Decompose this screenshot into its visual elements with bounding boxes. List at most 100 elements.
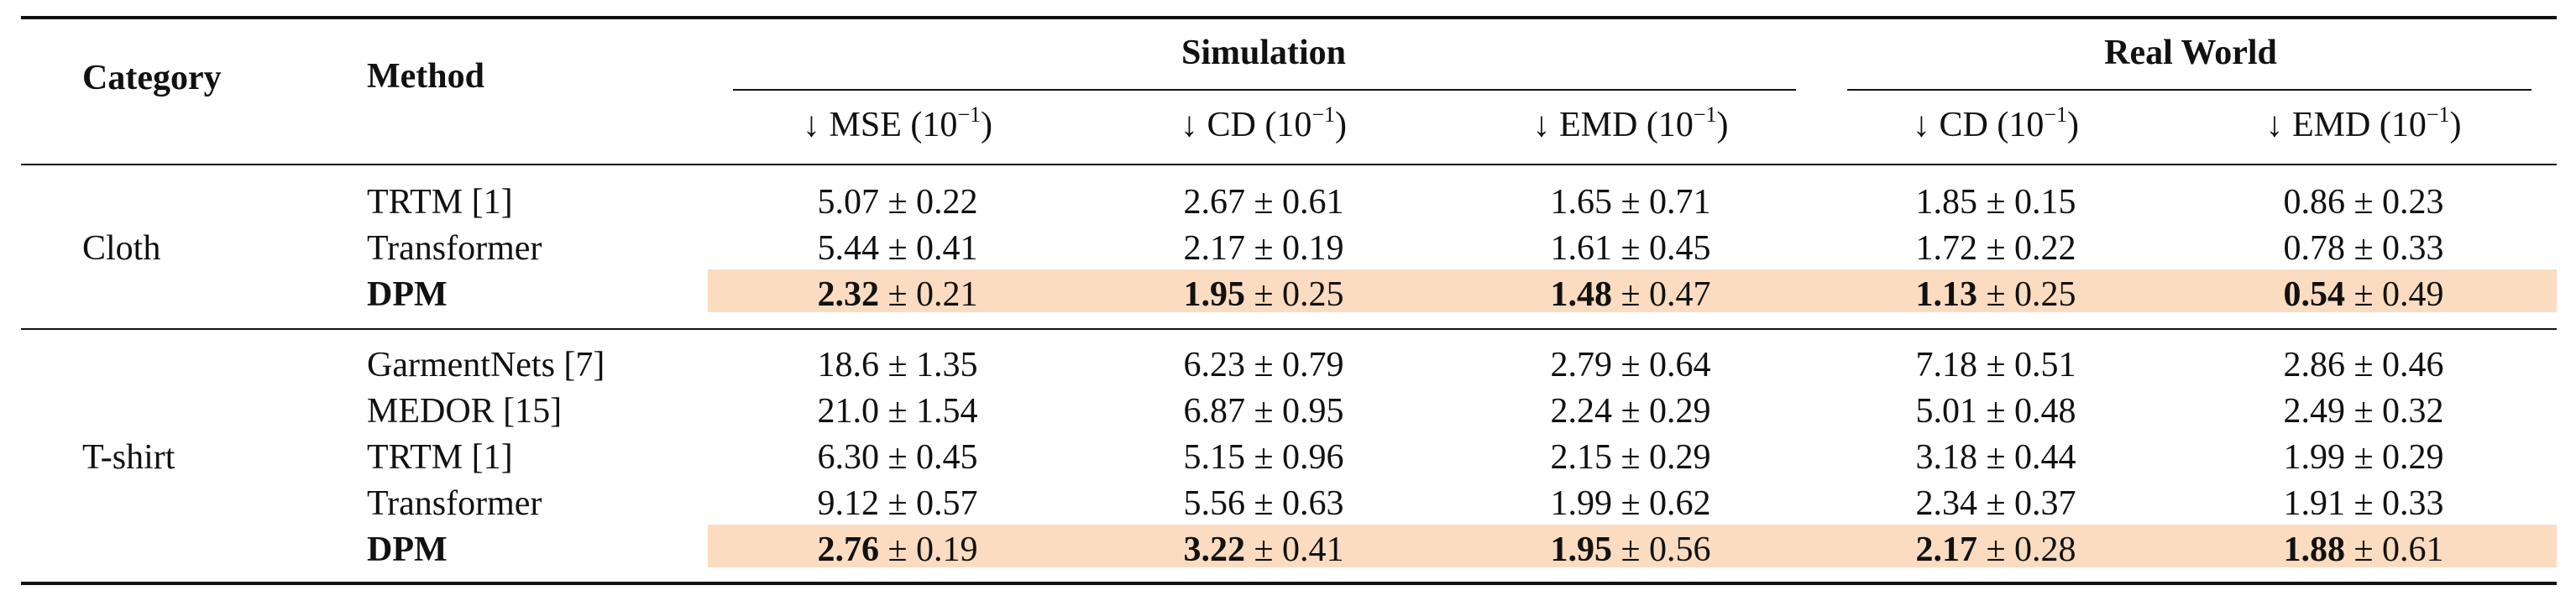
- metric-mean: 1.91: [2283, 484, 2345, 523]
- metric-std: ± 0.56: [1611, 530, 1711, 569]
- metric-value: 5.44 ± 0.41: [817, 231, 977, 266]
- metric-value: 3.22 ± 0.41: [1183, 532, 1343, 567]
- metric-value: 2.17 ± 0.28: [1915, 532, 2076, 567]
- metric-value: 1.99 ± 0.62: [1550, 486, 1710, 521]
- metric-unit: (10: [1646, 106, 1694, 144]
- metric-std: ± 0.37: [1977, 484, 2076, 523]
- metric-std: ± 0.29: [2344, 438, 2444, 477]
- metric-value: 1.72 ± 0.22: [1915, 231, 2076, 266]
- metric-std: ± 0.96: [1244, 438, 1344, 477]
- metric-exponent: −1: [1312, 102, 1336, 127]
- metric-std: ± 0.95: [1244, 392, 1344, 431]
- metric-value: 1.61 ± 0.45: [1550, 231, 1710, 266]
- down-arrow-icon: ↓: [2265, 106, 2284, 144]
- metric-mean: 1.99: [1550, 484, 1612, 523]
- metric-mean: 1.85: [1915, 183, 1977, 222]
- metric-value: 9.12 ± 0.57: [817, 486, 977, 521]
- metric-value: 1.95 ± 0.56: [1550, 532, 1710, 567]
- best-row-highlight: [708, 269, 2557, 312]
- metric-mean: 2.79: [1550, 346, 1612, 384]
- metric-mean: 1.48: [1550, 275, 1612, 314]
- metric-std: ± 0.41: [1244, 530, 1344, 569]
- metric-header: ↓ EMD (10−1): [2265, 104, 2461, 144]
- metric-std: ± 0.61: [1244, 183, 1344, 222]
- down-arrow-icon: ↓: [1180, 106, 1198, 144]
- metric-std: ± 1.35: [878, 346, 978, 384]
- metric-header: ↓ CD (10−1): [1912, 104, 2080, 144]
- metric-mean: 2.32: [817, 275, 879, 314]
- metric-mean: 6.30: [817, 438, 879, 477]
- metric-value: 0.86 ± 0.23: [2283, 185, 2443, 220]
- metric-mean: 2.34: [1915, 484, 1977, 523]
- metric-std: ± 0.19: [1244, 229, 1344, 268]
- down-arrow-icon: ↓: [1912, 106, 1930, 144]
- metric-value: 1.85 ± 0.15: [1915, 185, 2076, 220]
- metric-std: ± 0.44: [1977, 438, 2076, 477]
- metric-mean: 2.86: [2283, 346, 2345, 384]
- bottom-rule: [21, 582, 2557, 585]
- metric-mean: 1.88: [2283, 530, 2345, 569]
- down-arrow-icon: ↓: [802, 106, 820, 144]
- metric-value: 1.48 ± 0.47: [1550, 277, 1710, 312]
- metric-value: 5.01 ± 0.48: [1915, 394, 2076, 429]
- metric-std: ± 1.54: [878, 392, 978, 431]
- metric-mean: 2.17: [1183, 229, 1245, 268]
- metric-value: 6.23 ± 0.79: [1183, 348, 1343, 383]
- metric-std: ± 0.19: [878, 530, 978, 569]
- metric-mean: 2.15: [1550, 438, 1612, 477]
- metric-std: ± 0.21: [878, 275, 978, 314]
- metric-unit: (10: [1264, 106, 1312, 144]
- metric-mean: 2.76: [817, 530, 879, 569]
- metric-exponent: −1: [2044, 102, 2068, 127]
- metric-label: MSE: [819, 106, 911, 144]
- metric-value: 2.67 ± 0.61: [1183, 185, 1343, 220]
- metric-exponent: −1: [957, 102, 982, 127]
- metric-std: ± 0.22: [878, 183, 978, 222]
- metric-mean: 2.17: [1915, 530, 1977, 569]
- metric-mean: 6.23: [1183, 346, 1245, 384]
- metric-std: ± 0.23: [2344, 183, 2444, 222]
- metric-value: 1.13 ± 0.25: [1915, 277, 2076, 312]
- metric-unit-close: ): [1716, 106, 1729, 144]
- top-rule: [21, 16, 2557, 19]
- metric-value: 2.76 ± 0.19: [817, 532, 977, 567]
- metric-std: ± 0.41: [878, 229, 978, 268]
- metric-std: ± 0.61: [2344, 530, 2444, 569]
- metric-value: 7.18 ± 0.51: [1915, 348, 2076, 383]
- metric-value: 2.86 ± 0.46: [2283, 348, 2443, 383]
- metric-mean: 0.78: [2283, 229, 2345, 268]
- method-label: TRTM [1]: [367, 438, 513, 477]
- metric-std: ± 0.29: [1611, 438, 1711, 477]
- category-label: T-shirt: [82, 438, 175, 477]
- method-label: MEDOR [15]: [367, 392, 563, 431]
- metric-value: 5.07 ± 0.22: [817, 185, 977, 220]
- metric-unit-close: ): [2067, 106, 2080, 144]
- metric-mean: 0.54: [2283, 275, 2345, 314]
- metric-unit: (10: [1997, 106, 2045, 144]
- metric-std: ± 0.25: [1977, 275, 2076, 314]
- method-label: Transformer: [367, 229, 542, 268]
- category-header: Category: [82, 59, 222, 97]
- metric-std: ± 0.64: [1611, 346, 1711, 384]
- metric-label: CD: [1929, 106, 1997, 144]
- metric-std: ± 0.33: [2344, 229, 2444, 268]
- header-rule: [21, 164, 2557, 165]
- metric-value: 0.78 ± 0.33: [2283, 231, 2443, 266]
- metric-mean: 1.95: [1183, 275, 1245, 314]
- metric-mean: 2.24: [1550, 392, 1612, 431]
- metric-std: ± 0.15: [1977, 183, 2076, 222]
- metric-unit-close: ): [1335, 106, 1348, 144]
- metric-value: 21.0 ± 1.54: [817, 394, 977, 429]
- metric-std: ± 0.22: [1977, 229, 2076, 268]
- method-header: Method: [367, 57, 484, 96]
- metric-std: ± 0.63: [1244, 484, 1344, 523]
- metric-value: 1.91 ± 0.33: [2283, 486, 2443, 521]
- metric-value: 1.99 ± 0.29: [2283, 440, 2443, 475]
- metric-mean: 1.13: [1915, 275, 1977, 314]
- metric-value: 18.6 ± 1.35: [817, 348, 977, 383]
- metric-label: EMD: [2283, 106, 2380, 144]
- metric-value: 2.32 ± 0.21: [817, 277, 977, 312]
- metric-label: EMD: [1550, 106, 1647, 144]
- method-label: GarmentNets [7]: [367, 346, 605, 384]
- metric-std: ± 0.71: [1611, 183, 1711, 222]
